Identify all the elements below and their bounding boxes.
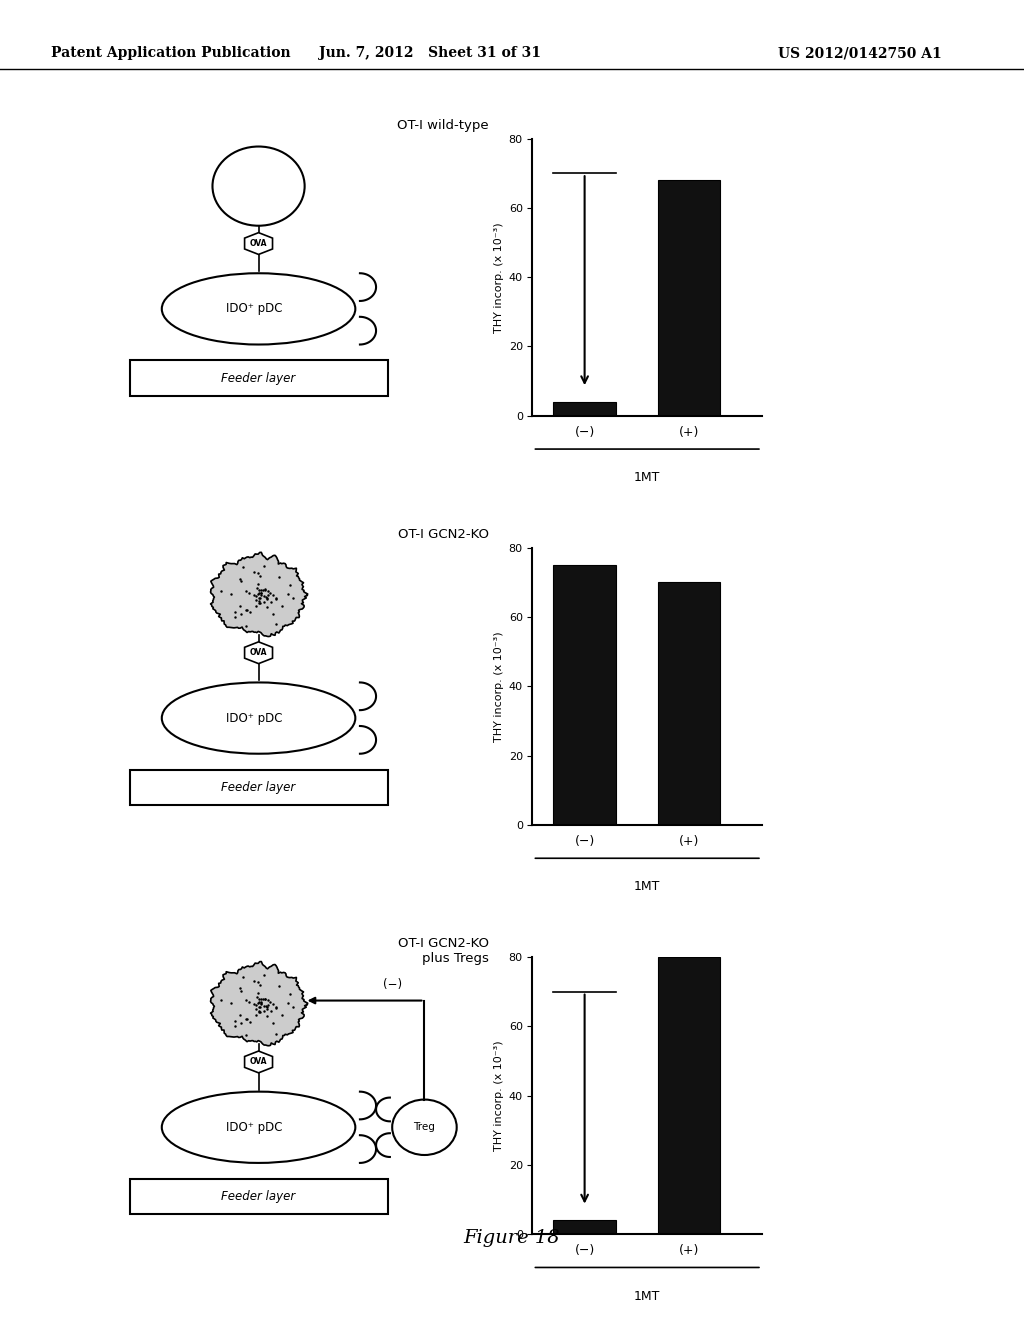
Text: 1MT: 1MT [634, 1290, 660, 1303]
Text: OT-I wild-type: OT-I wild-type [397, 119, 489, 132]
Text: OVA: OVA [250, 1057, 267, 1067]
Text: Patent Application Publication: Patent Application Publication [51, 46, 291, 61]
Text: Feeder layer: Feeder layer [221, 781, 296, 793]
Text: OT-I GCN2-KO
plus Tregs: OT-I GCN2-KO plus Tregs [398, 937, 489, 965]
Ellipse shape [162, 273, 355, 345]
Bar [657, 957, 720, 1234]
FancyBboxPatch shape [129, 770, 387, 805]
Ellipse shape [162, 1092, 355, 1163]
Circle shape [213, 147, 305, 226]
Bar [553, 401, 615, 416]
Text: US 2012/0142750 A1: US 2012/0142750 A1 [778, 46, 942, 61]
FancyBboxPatch shape [129, 360, 387, 396]
Bar [657, 180, 720, 416]
Ellipse shape [162, 682, 355, 754]
Bar [553, 565, 615, 825]
Text: IDO⁺ pDC: IDO⁺ pDC [225, 1121, 283, 1134]
Text: IDO⁺ pDC: IDO⁺ pDC [225, 711, 283, 725]
Text: OVA: OVA [250, 648, 267, 657]
Polygon shape [245, 642, 272, 664]
Polygon shape [211, 552, 307, 636]
Polygon shape [211, 961, 307, 1045]
Text: Jun. 7, 2012   Sheet 31 of 31: Jun. 7, 2012 Sheet 31 of 31 [319, 46, 541, 61]
Text: Treg: Treg [414, 1122, 435, 1133]
Text: 1MT: 1MT [634, 880, 660, 894]
Text: 1MT: 1MT [634, 471, 660, 484]
Y-axis label: THY incorp. (x 10⁻³): THY incorp. (x 10⁻³) [495, 222, 505, 333]
Text: OVA: OVA [250, 239, 267, 248]
Text: Feeder layer: Feeder layer [221, 1191, 296, 1203]
Bar [553, 1220, 615, 1234]
Text: Feeder layer: Feeder layer [221, 372, 296, 384]
Text: Figure 18: Figure 18 [464, 1229, 560, 1247]
Polygon shape [245, 232, 272, 255]
FancyBboxPatch shape [129, 1179, 387, 1214]
Circle shape [392, 1100, 457, 1155]
Y-axis label: THY incorp. (x 10⁻³): THY incorp. (x 10⁻³) [495, 1040, 505, 1151]
Y-axis label: THY incorp. (x 10⁻³): THY incorp. (x 10⁻³) [495, 631, 505, 742]
Text: OT-I GCN2-KO: OT-I GCN2-KO [398, 528, 489, 541]
Bar [657, 582, 720, 825]
Polygon shape [245, 1051, 272, 1073]
Text: (−): (−) [383, 978, 401, 990]
Text: IDO⁺ pDC: IDO⁺ pDC [225, 302, 283, 315]
